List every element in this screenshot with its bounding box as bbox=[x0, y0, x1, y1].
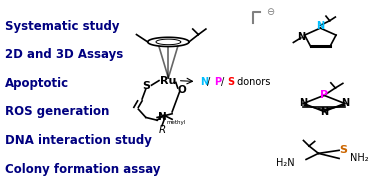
Text: ROS generation: ROS generation bbox=[5, 105, 110, 119]
Text: 2D and 3D Assays: 2D and 3D Assays bbox=[5, 48, 123, 61]
Text: H₂N: H₂N bbox=[276, 158, 295, 168]
Text: S: S bbox=[227, 76, 234, 87]
Text: O: O bbox=[177, 85, 186, 95]
Text: Colony formation assay: Colony formation assay bbox=[5, 163, 161, 176]
Text: /: / bbox=[207, 76, 210, 87]
Text: Apoptotic: Apoptotic bbox=[5, 77, 69, 90]
Text: R: R bbox=[158, 125, 166, 135]
Text: N: N bbox=[316, 21, 324, 31]
Text: donors: donors bbox=[234, 76, 270, 87]
Text: Systematic study: Systematic study bbox=[5, 20, 120, 33]
Text: S: S bbox=[339, 145, 347, 155]
Text: DNA interaction study: DNA interaction study bbox=[5, 134, 152, 147]
Text: NH₂: NH₂ bbox=[350, 154, 369, 163]
Text: N: N bbox=[297, 32, 305, 42]
Text: N: N bbox=[158, 111, 167, 122]
Text: P: P bbox=[320, 90, 328, 100]
Text: /: / bbox=[220, 76, 224, 87]
Text: S: S bbox=[142, 81, 150, 91]
Text: N: N bbox=[320, 107, 328, 117]
Text: N: N bbox=[200, 76, 208, 87]
Text: methyl: methyl bbox=[166, 120, 186, 125]
Text: N: N bbox=[341, 98, 349, 108]
Text: N: N bbox=[299, 98, 308, 108]
Text: P: P bbox=[214, 76, 221, 87]
Text: Ru: Ru bbox=[160, 76, 177, 86]
Text: ⊖: ⊖ bbox=[266, 7, 274, 16]
